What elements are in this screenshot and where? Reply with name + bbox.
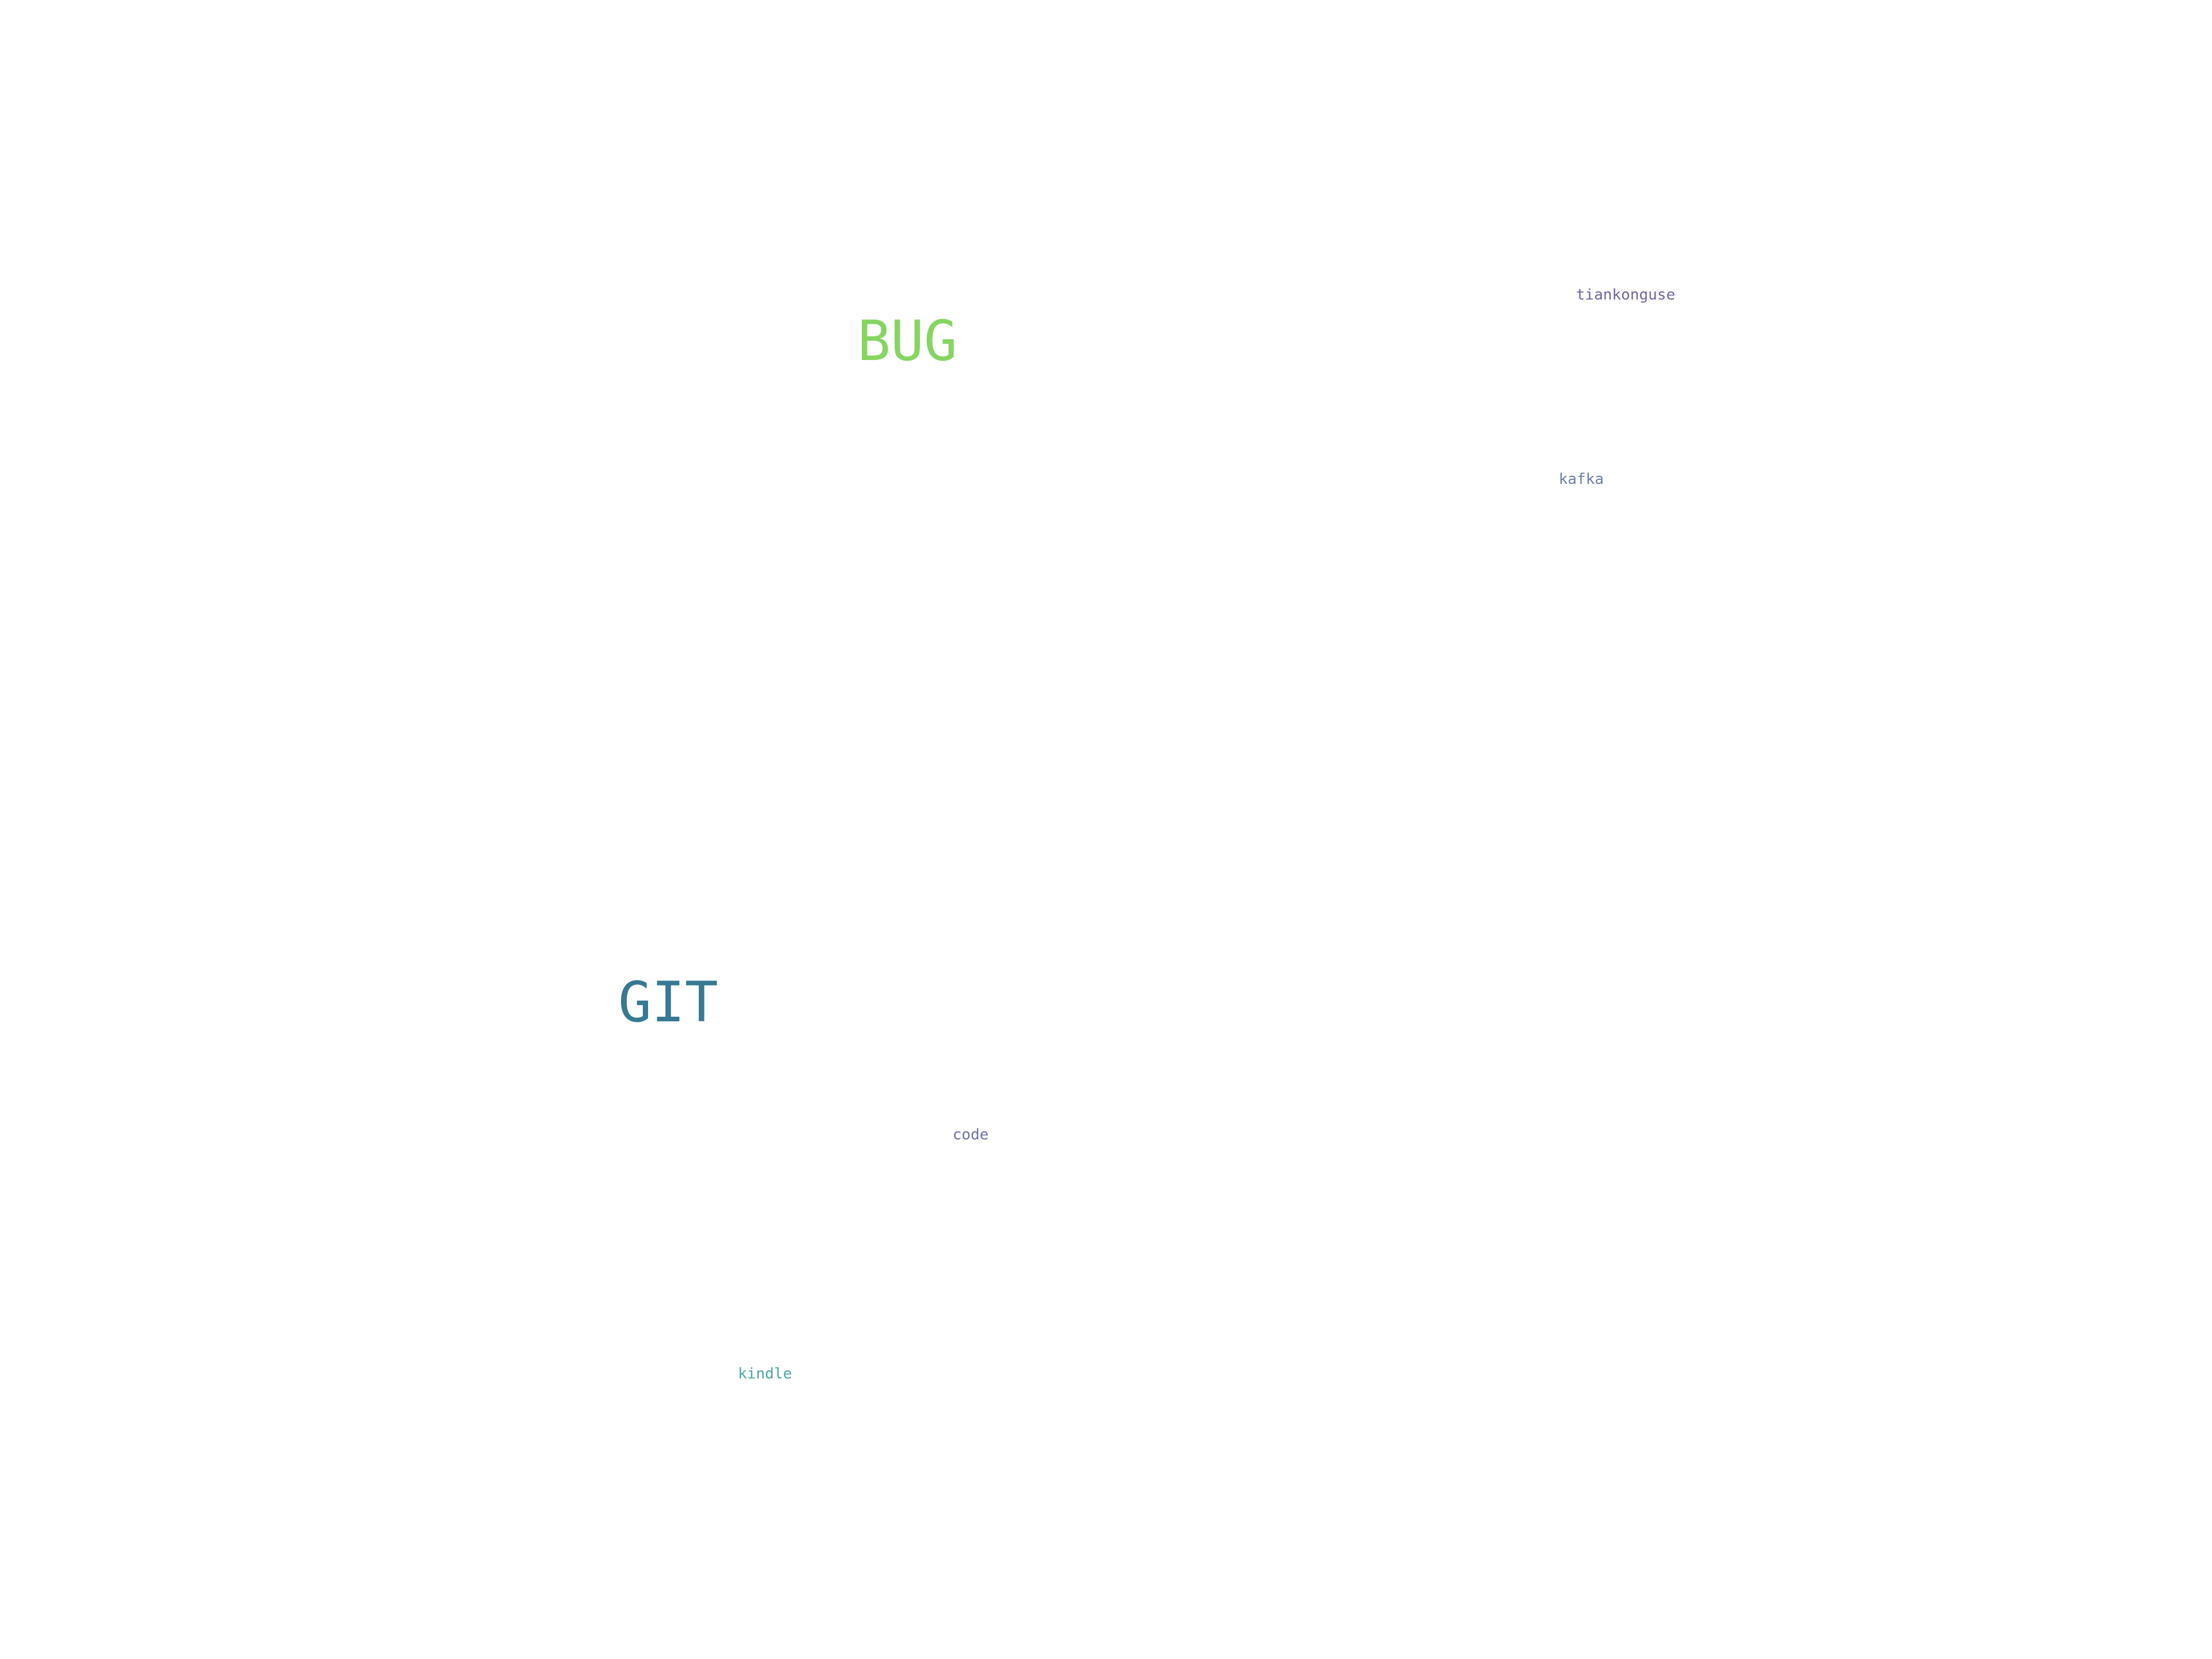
word-kafka: kafka [1558,471,1604,488]
word-kindle: kindle [738,1365,792,1382]
word-git: GIT [618,970,718,1035]
word-code: code [952,1126,989,1143]
word-bug: BUG [857,309,957,373]
word-tiankonguse: tiankonguse [1575,286,1676,304]
